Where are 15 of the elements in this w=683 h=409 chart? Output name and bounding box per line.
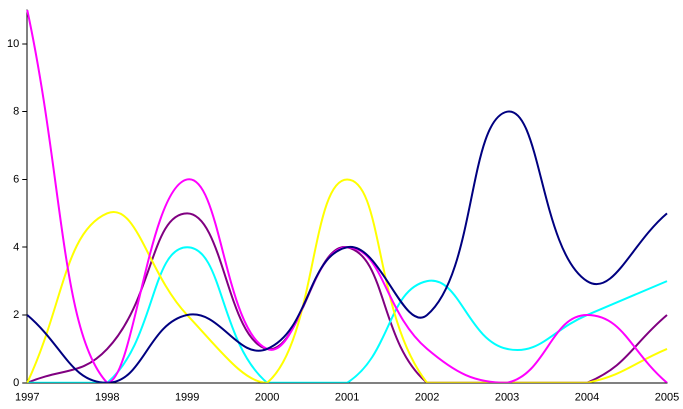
x-tick-label: 2001 — [334, 391, 360, 404]
x-tick-label: 1997 — [14, 391, 40, 404]
x-tick-label: 1999 — [174, 391, 200, 404]
y-tick-label: 6 — [13, 173, 20, 186]
x-tick-label: 2004 — [574, 391, 600, 404]
x-tick-label: 1998 — [94, 391, 120, 404]
x-tick-label: 2002 — [414, 391, 440, 404]
y-tick-label: 2 — [13, 309, 20, 322]
x-tick-label: 2003 — [494, 391, 520, 404]
y-tick-label: 8 — [13, 106, 20, 118]
y-tick-label: 0 — [13, 376, 20, 389]
y-tick-label: 4 — [13, 241, 20, 254]
x-tick-label: 2005 — [654, 391, 680, 404]
x-tick-label: 2000 — [254, 391, 280, 404]
y-tick-label: 10 — [6, 38, 20, 50]
